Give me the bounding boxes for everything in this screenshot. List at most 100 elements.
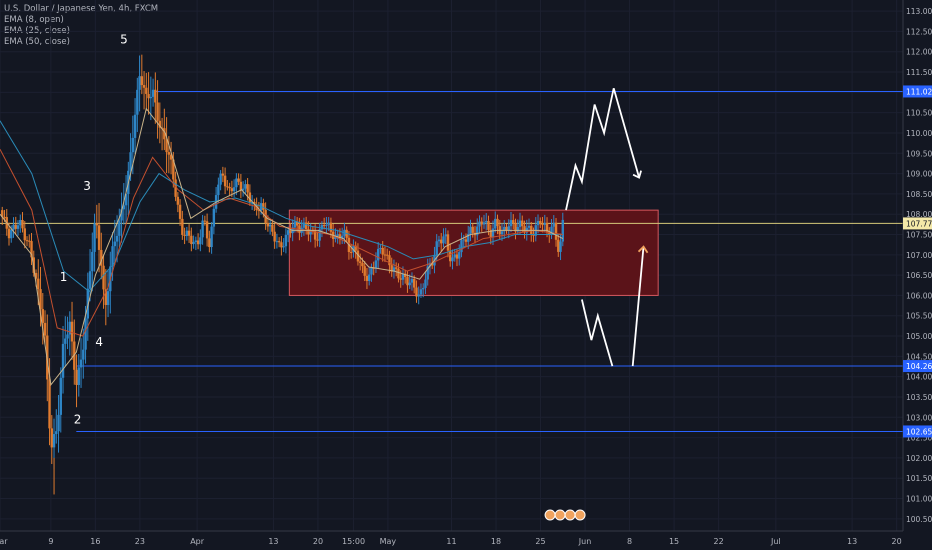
- candle-126: [284, 234, 288, 247]
- candle-182: [410, 278, 414, 283]
- candle-191: [431, 262, 434, 266]
- candle-76: [172, 159, 175, 180]
- candle-110: [248, 192, 252, 203]
- candle-74: [167, 152, 171, 155]
- candle-205: [462, 239, 465, 241]
- candle-206: [464, 239, 468, 242]
- candle-36: [82, 349, 85, 360]
- candle-15: [34, 272, 38, 279]
- candle-21: [48, 379, 51, 429]
- candle-248: [559, 241, 562, 252]
- y-tick-label-25: 113.000: [906, 7, 932, 16]
- candle-60: [136, 89, 139, 115]
- candle-168: [379, 247, 382, 249]
- candle-123: [277, 241, 281, 243]
- candle-98: [221, 173, 225, 176]
- candle-4: [10, 229, 13, 239]
- y-tick-label-7: 104.000: [906, 373, 932, 382]
- candle-175: [395, 267, 398, 269]
- candle-107: [241, 188, 245, 191]
- candle-137: [309, 230, 312, 235]
- candle-247: [557, 239, 560, 252]
- x-tick-label-17: 13: [847, 537, 857, 546]
- x-tick-label-6: 20: [313, 537, 323, 546]
- candle-208: [469, 226, 472, 234]
- candle-43: [97, 225, 101, 250]
- candle-26: [59, 377, 62, 415]
- candle-217: [489, 229, 492, 238]
- candle-67: [151, 89, 155, 97]
- candle-246: [554, 222, 558, 240]
- candle-199: [449, 250, 452, 262]
- candle-144: [325, 224, 328, 226]
- candle-57: [129, 152, 132, 171]
- candle-40: [91, 251, 94, 272]
- candle-45: [102, 265, 105, 290]
- candle-163: [367, 274, 371, 281]
- candle-149: [336, 234, 339, 236]
- candle-104: [235, 178, 238, 188]
- candle-196: [442, 236, 445, 244]
- current-price-tag: [903, 217, 932, 230]
- candle-23: [52, 434, 56, 448]
- y-tick-label-8: 104.500: [906, 352, 932, 361]
- candle-231: [521, 220, 524, 227]
- candle-82: [185, 230, 189, 236]
- candle-148: [334, 235, 337, 240]
- candle-50: [113, 241, 117, 247]
- candle-17: [39, 289, 42, 310]
- candle-220: [496, 218, 499, 227]
- candle-101: [228, 186, 231, 189]
- candle-151: [340, 235, 344, 239]
- x-tick-label-12: Jun: [578, 537, 592, 546]
- candle-42: [95, 223, 98, 226]
- candle-121: [273, 231, 276, 242]
- candle-102: [230, 188, 234, 192]
- candle-238: [536, 221, 540, 226]
- candle-63: [142, 85, 146, 88]
- candle-190: [428, 262, 432, 267]
- x-tick-label-1: 9: [48, 537, 53, 546]
- candle-111: [250, 201, 254, 203]
- ema8-legend: EMA (8, open): [4, 15, 64, 25]
- candle-105: [237, 178, 240, 182]
- candle-222: [500, 231, 504, 235]
- candle-174: [392, 267, 396, 272]
- candle-116: [262, 203, 265, 210]
- y-tick-label-24: 112.500: [906, 27, 932, 36]
- candle-195: [440, 239, 443, 244]
- wave-label-5: 5: [120, 33, 128, 47]
- candle-89: [201, 220, 204, 238]
- event-badge-0: [544, 509, 556, 521]
- candle-218: [491, 228, 495, 238]
- projection-recovery-arrowhead: [637, 245, 649, 254]
- y-tick-label-23: 112.000: [906, 48, 932, 57]
- candle-202: [455, 254, 459, 259]
- candle-99: [223, 175, 227, 187]
- x-tick-label-7: 15:00: [342, 537, 365, 546]
- candle-211: [476, 226, 479, 236]
- candle-122: [275, 241, 279, 243]
- y-tick-label-19: 110.000: [906, 129, 932, 138]
- x-tick-label-11: 25: [535, 537, 545, 546]
- level-price-tag-2: [903, 425, 932, 438]
- candle-169: [381, 247, 384, 255]
- candle-201: [453, 254, 456, 258]
- candle-24: [55, 431, 58, 435]
- y-tick-label-0: 100.500: [906, 515, 932, 524]
- candle-198: [446, 234, 450, 251]
- candle-140: [316, 239, 319, 241]
- candle-223: [503, 226, 506, 232]
- candle-65: [147, 93, 150, 99]
- candle-47: [106, 291, 110, 305]
- current-price-label: 107.773: [906, 219, 932, 228]
- candle-33: [75, 369, 78, 385]
- candle-62: [140, 76, 144, 86]
- candle-39: [88, 271, 92, 289]
- candle-77: [174, 179, 177, 197]
- candle-159: [358, 261, 362, 263]
- candle-12: [28, 240, 31, 242]
- candle-155: [349, 252, 353, 254]
- symbol-title: U.S. Dollar / Japanese Yen, 4h, FXCM: [4, 4, 159, 14]
